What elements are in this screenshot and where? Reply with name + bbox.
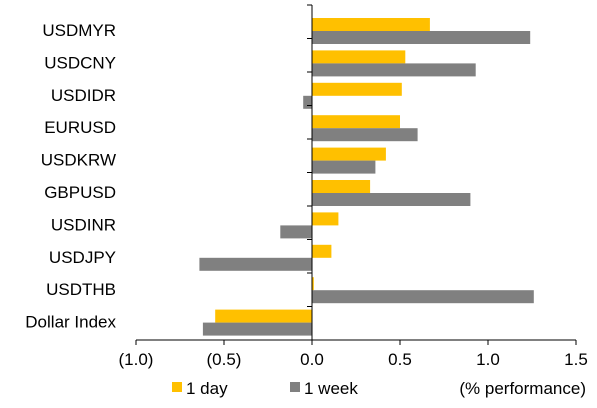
bar-usdinr-1-week bbox=[280, 225, 312, 239]
category-label-usdcny: USDCNY bbox=[44, 53, 116, 72]
x-tick-label: 0.0 bbox=[300, 350, 324, 369]
x-tick-label: (0.5) bbox=[207, 350, 242, 369]
bar-usdidr-1-week bbox=[303, 95, 312, 109]
x-axis: (1.0) (0.5) 0.0 0.5 1.0 1.5 bbox=[119, 339, 588, 369]
bar-gbpusd-1-day bbox=[312, 180, 371, 193]
x-tick-label: 0.5 bbox=[388, 350, 412, 369]
bar-dollar-index-1-day bbox=[215, 309, 312, 323]
category-labels: USDMYR USDCNY USDIDR EURUSD USDKRW GBPUSD USDI… bbox=[25, 21, 116, 332]
x-tick-label: 1.0 bbox=[476, 350, 500, 369]
bar-group bbox=[199, 18, 534, 336]
x-tick-label: 1.5 bbox=[564, 350, 588, 369]
bar-dollar-index-1-week bbox=[202, 322, 312, 336]
bar-usdcny-1-week bbox=[312, 63, 476, 77]
category-label-usdthb: USDTHB bbox=[46, 280, 116, 299]
bar-usdmyr-1-week bbox=[312, 31, 531, 44]
legend-swatch-1-day bbox=[172, 382, 182, 392]
x-tick-label: (1.0) bbox=[119, 350, 154, 369]
bar-usdjpy-1-week bbox=[199, 257, 312, 271]
bar-usdthb-1-day bbox=[312, 277, 314, 291]
category-label-usdidr: USDIDR bbox=[51, 86, 116, 105]
bar-usdmyr-1-day bbox=[312, 18, 430, 31]
legend-label-1-week: 1 week bbox=[304, 379, 358, 398]
category-label-gbpusd: GBPUSD bbox=[44, 183, 116, 202]
bar-usdidr-1-day bbox=[312, 82, 402, 96]
legend-swatch-1-week bbox=[290, 382, 300, 392]
bar-usdkrw-1-week bbox=[312, 160, 376, 174]
category-label-eurusd: EURUSD bbox=[44, 118, 116, 137]
bar-usdthb-1-week bbox=[312, 290, 534, 304]
bar-eurusd-1-week bbox=[312, 128, 418, 142]
category-label-usdinr: USDINR bbox=[51, 215, 116, 234]
bar-usdcny-1-day bbox=[312, 50, 406, 64]
bar-eurusd-1-day bbox=[312, 115, 400, 129]
category-label-usdmyr: USDMYR bbox=[42, 21, 116, 40]
x-axis-title: (% performance) bbox=[459, 379, 586, 398]
bar-usdjpy-1-day bbox=[312, 244, 332, 258]
bar-usdkrw-1-day bbox=[312, 147, 386, 161]
bar-usdinr-1-day bbox=[312, 212, 339, 226]
legend: 1 day 1 week (% performance) bbox=[172, 379, 586, 398]
category-label-dollar-index: Dollar Index bbox=[25, 313, 116, 332]
bar-gbpusd-1-week bbox=[312, 193, 471, 206]
category-label-usdkrw: USDKRW bbox=[41, 151, 116, 170]
category-label-usdjpy: USDJPY bbox=[49, 248, 116, 267]
zero-axis bbox=[307, 4, 313, 341]
legend-label-1-day: 1 day bbox=[186, 379, 228, 398]
